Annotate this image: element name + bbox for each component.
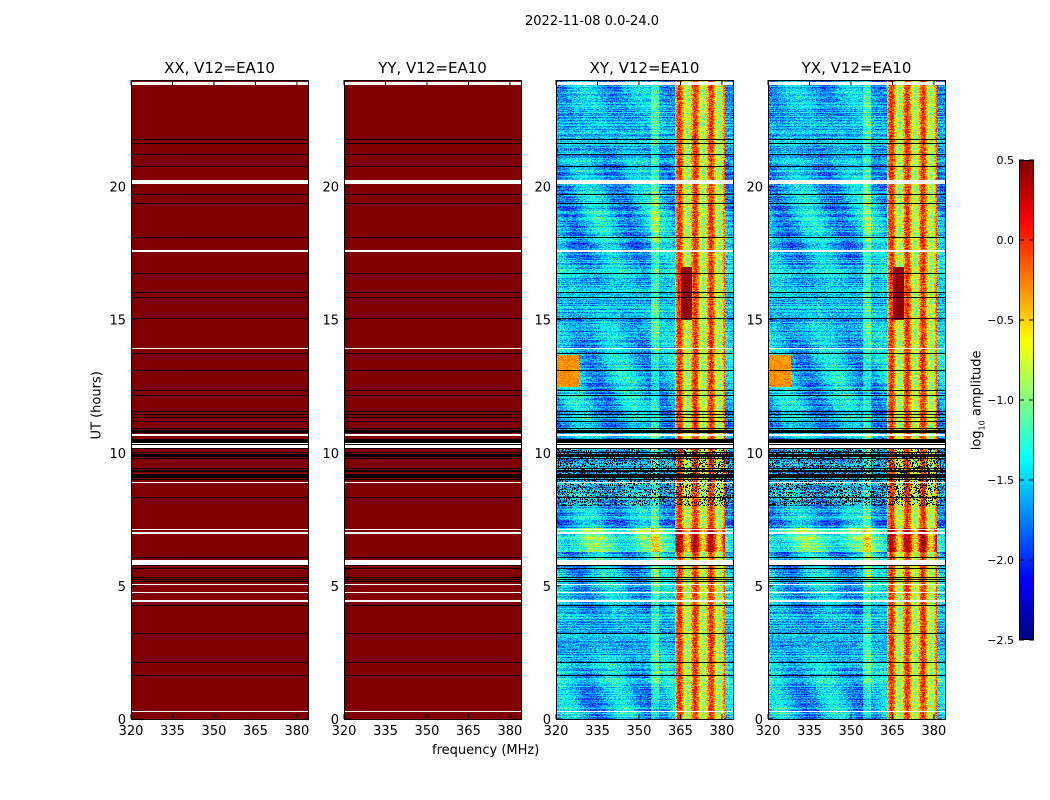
colorbar-tick-label: 0.5 — [997, 154, 1015, 167]
x-tick-label: 350 — [202, 724, 227, 739]
y-tick-label: 15 — [109, 314, 126, 329]
figure-title: 2022-11-08 0.0-24.0 — [525, 14, 659, 29]
x-tick-label: 380 — [922, 724, 947, 739]
colorbar-tick-label: −1.0 — [987, 394, 1014, 407]
y-tick-label: 10 — [746, 447, 763, 462]
colorbar-tick-label: −0.5 — [987, 314, 1014, 327]
y-tick-label: 10 — [534, 447, 551, 462]
x-tick-label: 320 — [119, 724, 144, 739]
y-tick-label: 0 — [543, 713, 551, 728]
x-tick-label: 320 — [332, 724, 357, 739]
x-tick-label: 320 — [756, 724, 781, 739]
y-tick-label: 15 — [534, 314, 551, 329]
x-tick-label: 365 — [668, 724, 693, 739]
x-tick-label: 380 — [710, 724, 735, 739]
x-tick-label: 350 — [627, 724, 652, 739]
x-tick-label: 365 — [880, 724, 905, 739]
y-tick-label: 20 — [322, 181, 339, 196]
colorbar-tick-label: 0.0 — [997, 234, 1015, 247]
axes-frame — [768, 80, 946, 720]
x-tick-label: 380 — [498, 724, 523, 739]
x-tick-label: 335 — [797, 724, 822, 739]
y-tick-label: 0 — [755, 713, 763, 728]
x-tick-label: 380 — [285, 724, 310, 739]
x-tick-label: 335 — [373, 724, 398, 739]
x-tick-label: 320 — [544, 724, 569, 739]
heatmap-xy — [556, 80, 733, 719]
y-tick-label: 15 — [322, 314, 339, 329]
heatmap-yx — [768, 80, 945, 719]
y-tick-label: 15 — [746, 314, 763, 329]
colorbar-tick-label: −2.0 — [987, 554, 1014, 567]
y-tick-label: 20 — [534, 181, 551, 196]
y-tick-label: 20 — [746, 181, 763, 196]
x-tick-label: 365 — [456, 724, 481, 739]
panel-title: YY, V12=EA10 — [377, 59, 487, 77]
y-tick-label: 5 — [331, 580, 339, 595]
y-tick-label: 5 — [118, 580, 126, 595]
x-tick-label: 335 — [585, 724, 610, 739]
x-tick-label: 365 — [243, 724, 268, 739]
axes-frame — [131, 80, 309, 720]
y-tick-label: 10 — [109, 447, 126, 462]
axes-frame — [556, 80, 734, 720]
heatmap-yy — [344, 80, 521, 719]
colorbar-tick-label: −1.5 — [987, 474, 1014, 487]
panel-title: XX, V12=EA10 — [164, 59, 275, 77]
x-axis-label: frequency (MHz) — [432, 743, 540, 758]
x-tick-label: 335 — [160, 724, 185, 739]
x-tick-label: 350 — [839, 724, 864, 739]
heatmap-xx — [131, 80, 308, 719]
y-tick-label: 0 — [331, 713, 339, 728]
y-tick-label: 0 — [118, 713, 126, 728]
y-tick-label: 20 — [109, 181, 126, 196]
y-tick-label: 10 — [322, 447, 339, 462]
axes-frame — [344, 80, 522, 720]
y-tick-label: 5 — [543, 580, 551, 595]
y-tick-label: 5 — [755, 580, 763, 595]
colorbar-tick-label: −2.5 — [987, 634, 1014, 647]
x-tick-label: 350 — [415, 724, 440, 739]
panel-title: XY, V12=EA10 — [590, 59, 700, 77]
panel-title: YX, V12=EA10 — [801, 59, 912, 77]
